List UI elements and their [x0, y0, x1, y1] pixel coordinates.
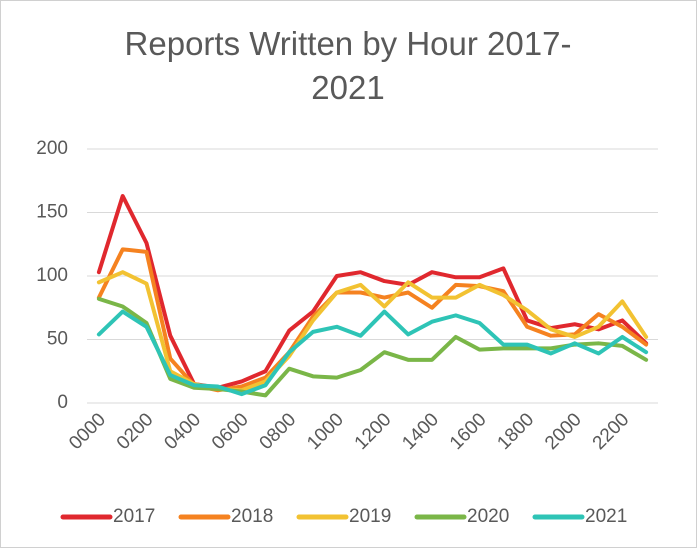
legend-label: 2018 — [231, 506, 273, 527]
legend-label: 2021 — [585, 506, 627, 527]
legend-label: 2017 — [113, 506, 155, 527]
y-tick-label: 100 — [36, 265, 68, 286]
y-tick-label: 50 — [47, 329, 68, 350]
data-line — [96, 193, 649, 390]
y-tick-label: 150 — [36, 202, 68, 223]
legend-label: 2019 — [349, 506, 391, 527]
legend-label: 2020 — [467, 506, 509, 527]
chart-title: Reports Written by Hour 2017-2021 — [124, 25, 572, 106]
y-tick-label: 200 — [36, 138, 68, 159]
y-tick-label: 0 — [57, 392, 68, 413]
data-line — [96, 309, 649, 397]
data-line — [96, 296, 649, 398]
